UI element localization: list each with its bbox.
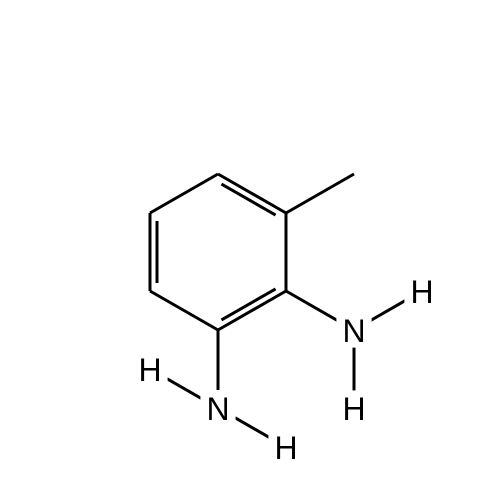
bond — [150, 174, 218, 213]
bond — [286, 174, 354, 213]
atom-label-n: N — [342, 313, 365, 349]
atom-label-h: H — [342, 391, 365, 427]
bond — [162, 376, 206, 401]
bond — [286, 291, 338, 321]
bond — [221, 184, 275, 215]
bond — [230, 415, 274, 440]
bond — [221, 289, 275, 320]
atom-label-n: N — [206, 391, 229, 427]
bond — [218, 291, 286, 330]
bond — [366, 298, 410, 323]
atoms-group: N N H H H H — [132, 273, 439, 466]
atom-label-h: H — [410, 274, 433, 310]
molecule-diagram: N N H H H H — [0, 0, 500, 500]
bond — [218, 174, 286, 213]
atom-label-h: H — [274, 430, 297, 466]
bond — [150, 291, 218, 330]
atom-label-h: H — [138, 352, 161, 388]
